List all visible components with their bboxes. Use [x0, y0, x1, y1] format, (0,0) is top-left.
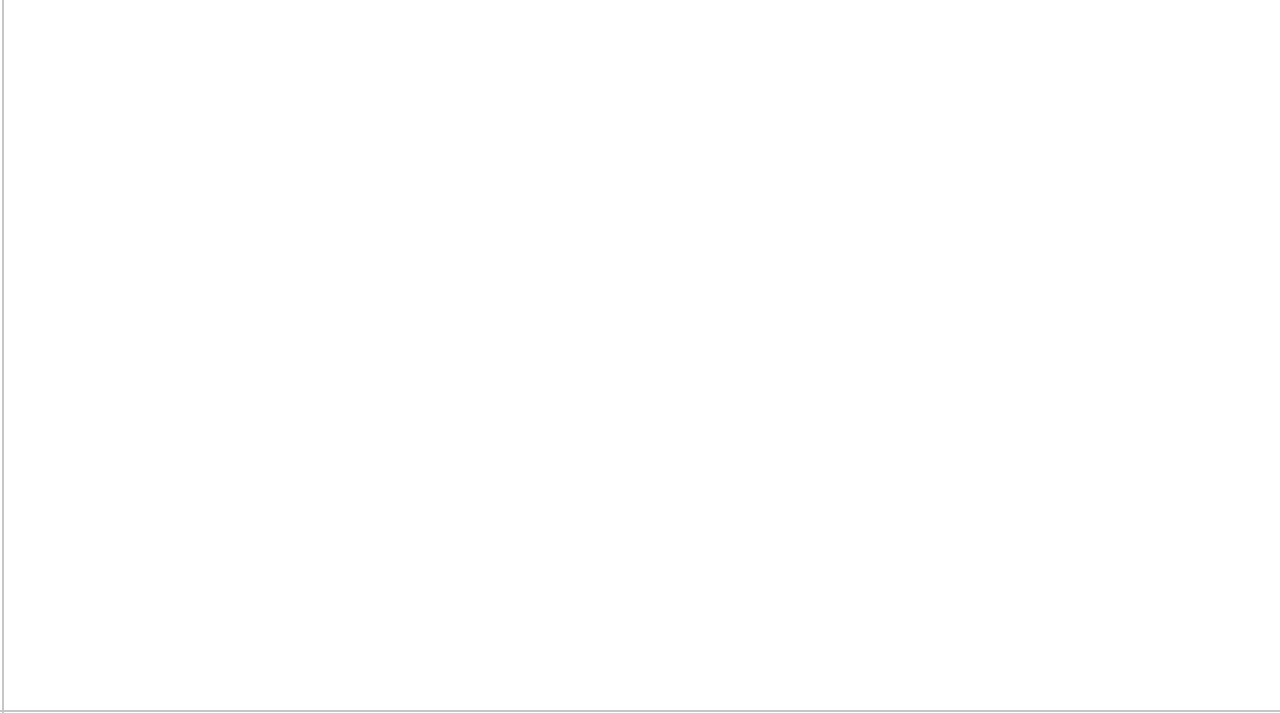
- panel-d-dotplot-subclasses: [30, 295, 560, 713]
- panel-e-dotplot-memory-b: [600, 295, 935, 713]
- panel-b-scatter-age: [535, 5, 935, 285]
- panel-a-bar-chart: [30, 5, 535, 290]
- page-left-border: [2, 0, 4, 713]
- page-bottom-border: [0, 710, 1280, 712]
- panel-e-dotplot-spike-pos: [935, 295, 1280, 713]
- panel-c-scatter-id50: [935, 5, 1280, 285]
